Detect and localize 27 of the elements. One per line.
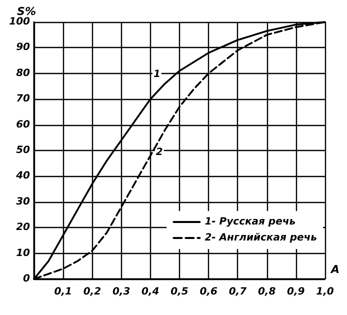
y-tick-label: 0 [23, 274, 30, 284]
y-tick-label: 100 [9, 16, 30, 28]
y-axis-title: S% [17, 5, 36, 18]
y-tick-label: 50 [16, 145, 30, 156]
legend-label: 1- Русская речь [204, 216, 296, 228]
y-tick-label: 40 [15, 170, 30, 182]
annotation: 2 [156, 147, 163, 158]
legend-label: 2- Английская речь [204, 232, 317, 244]
x-tick-label: 0,2 [83, 286, 102, 298]
y-tick-label: 20 [16, 222, 30, 234]
y-tick-label: 80 [16, 68, 30, 79]
x-tick-label: 0,7 [228, 286, 247, 298]
x-tick-label: 0,4 [142, 286, 160, 298]
annotation: 1 [153, 69, 160, 80]
x-tick-label: 1,0 [316, 286, 334, 298]
x-tick-label: 0,5 [170, 286, 188, 298]
y-tick-label: 90 [16, 42, 30, 54]
y-tick-label: 60 [16, 119, 30, 130]
x-tick-label: 0,8 [258, 286, 276, 298]
x-tick-label: 0,9 [287, 286, 305, 298]
y-tick-label: 30 [16, 196, 30, 208]
x-axis-title: A [330, 263, 340, 276]
x-tick-label: 0,3 [112, 286, 130, 298]
y-tick-label: 10 [16, 248, 30, 259]
x-tick-label: 0,6 [200, 286, 218, 298]
y-tick-label: 70 [16, 94, 30, 105]
x-tick-label: 0,1 [54, 286, 72, 298]
